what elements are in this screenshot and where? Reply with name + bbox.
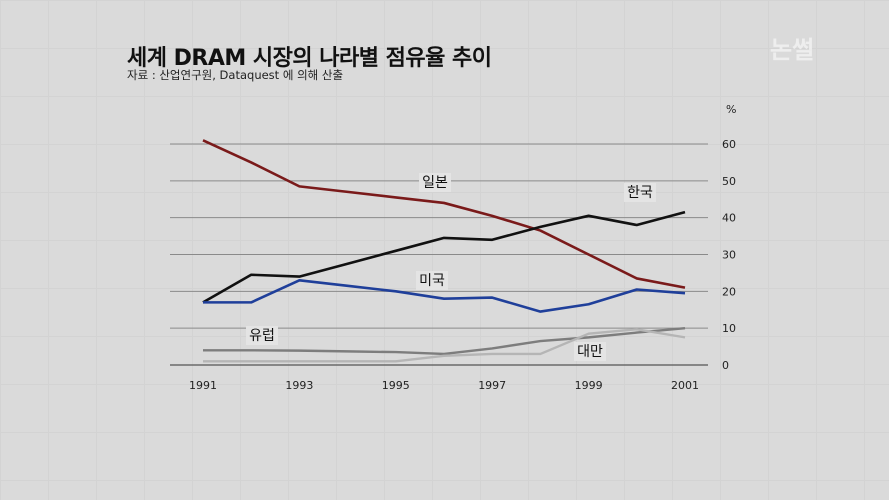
chart-title: 세계 DRAM 시장의 나라별 점유율 추이 [127,46,492,71]
y-tick-label: 30 [722,249,736,262]
series-line-1 [202,210,686,304]
series-label-bg [246,326,278,345]
series-label-bg [574,342,606,361]
y-tick-label: 40 [722,212,736,225]
x-tick-label: 1995 [382,379,410,392]
y-tick-label: 50 [722,175,736,188]
y-tick-label: 0 [722,359,729,372]
y-tick-label: 60 [722,138,736,151]
y-tick-label: 10 [722,322,736,335]
x-tick-label: 1997 [478,379,506,392]
series-label: 한국 [627,185,653,201]
series-label: 유럽 [249,328,275,344]
series-line-4 [203,328,686,363]
series-label-bg [624,183,656,202]
x-tick-label: 1993 [285,379,313,392]
series-line-2 [203,278,686,313]
x-tick-label: 1991 [189,379,217,392]
series-label: 대만 [577,344,603,360]
x-tick-label: 2001 [671,379,699,392]
y-tick-label: 20 [722,285,736,298]
y-unit-label: % [726,103,736,116]
x-tick-label: 1999 [575,379,603,392]
series-label-bg [419,173,451,192]
series-label: 미국 [419,273,445,289]
channel-logo: 논썰 [770,36,815,64]
series-line-3 [203,326,686,356]
series-label: 일본 [422,175,448,191]
series-label-bg [416,271,448,290]
series-line-0 [202,139,686,289]
chart-source: 자료 : 산업연구원, Dataquest 에 의해 산출 [127,68,344,82]
